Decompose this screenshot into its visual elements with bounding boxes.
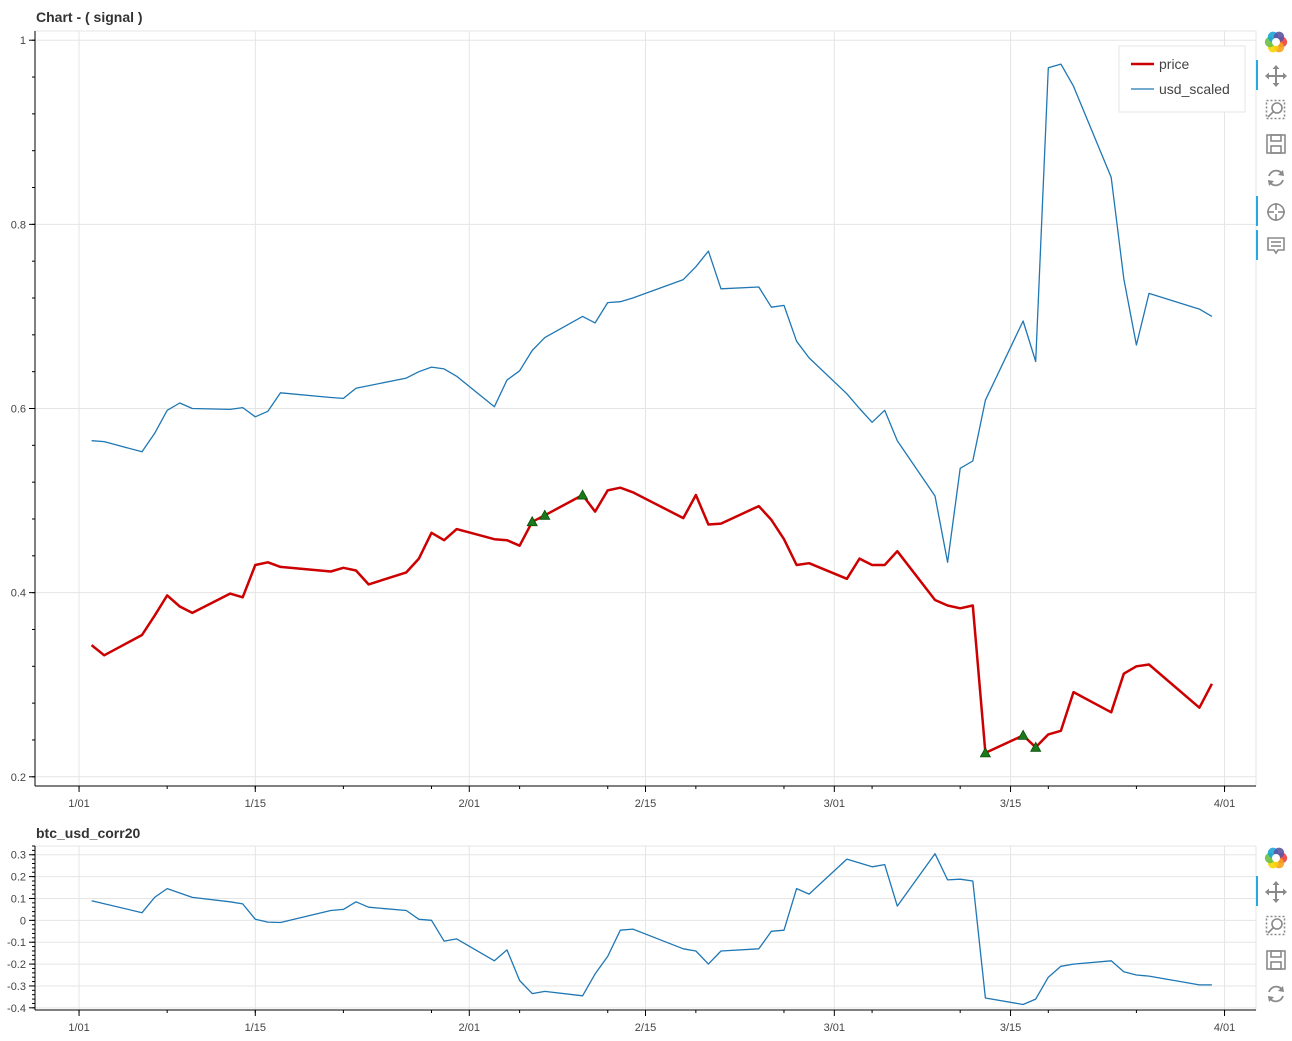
- signal-marker-triangle: [1030, 741, 1042, 752]
- main-chart-title: Chart - ( signal ): [36, 9, 143, 25]
- save-tool-button[interactable]: [1258, 944, 1292, 974]
- sub-xtick-label: 3/01: [824, 1022, 845, 1034]
- bokeh-logo-tool-button: [1258, 842, 1292, 872]
- bokeh-logo-tool-button: [1258, 26, 1292, 56]
- main-xtick-label: 1/15: [245, 798, 266, 810]
- corr-chart-title: btc_usd_corr20: [36, 825, 140, 841]
- series-line-usd-scaled: [91, 63, 1213, 563]
- main-xtick-label: 2/01: [459, 798, 480, 810]
- main-xtick-label: 3/01: [824, 798, 845, 810]
- signal-marker-triangle: [526, 515, 538, 527]
- sub-ytick-label: -0.3: [7, 981, 26, 993]
- corr-series: [91, 853, 1212, 1006]
- main-xtick-label: 3/15: [1000, 798, 1021, 810]
- pan-tool-button[interactable]: [1256, 60, 1292, 90]
- signal-marker-triangle: [979, 747, 992, 758]
- legend-box: [1118, 45, 1246, 113]
- main-ytick-label: 0.4: [11, 588, 26, 600]
- corr-grid: [35, 845, 1257, 1010]
- active-tool-indicator: [1256, 60, 1258, 90]
- sub-ytick-label: -0.4: [7, 1003, 26, 1015]
- main-ytick-label: 0.8: [11, 219, 26, 231]
- sub-ytick-label: 0.1: [11, 893, 26, 905]
- main-xtick-label: 2/15: [635, 798, 656, 810]
- reset-tool-button[interactable]: [1258, 978, 1292, 1008]
- sub-ytick-label: 0.2: [11, 872, 26, 884]
- active-tool-indicator: [1256, 196, 1258, 226]
- sub-xtick-label: 3/15: [1000, 1022, 1021, 1034]
- legend-label-price: price: [1159, 56, 1190, 72]
- corr-chart: btc_usd_corr20 1/01 1/15 2/01 2/15 3/01 3/15 4…: [7, 825, 1257, 1034]
- signal-marker-triangle: [576, 489, 589, 500]
- main-ytick-label: 0.2: [11, 772, 26, 784]
- active-tool-indicator: [1256, 876, 1258, 906]
- sub-ytick-label: 0.3: [11, 850, 26, 862]
- hover-tool-button[interactable]: [1256, 230, 1292, 260]
- save-tool-button[interactable]: [1258, 128, 1292, 158]
- signal-marker-triangle: [1017, 729, 1029, 740]
- sub-xtick-label: 4/01: [1214, 1022, 1235, 1034]
- main-ytick-label: 0.6: [11, 404, 26, 416]
- legend: price usd_scaled: [1118, 45, 1246, 113]
- sub-ytick-label: 0: [20, 915, 26, 927]
- sub-xtick-label: 2/15: [635, 1022, 656, 1034]
- main-chart: Chart - ( signal ) 1/01 1/15 2/01 2/15 3/01 3…: [11, 9, 1257, 810]
- pan-tool-button[interactable]: [1256, 876, 1292, 906]
- corr-axes: 1/01 1/15 2/01 2/15 3/01 3/15 4/01 0.3 0.2 0.1 0 -0…: [7, 845, 1256, 1034]
- sub-xtick-label: 2/01: [459, 1022, 480, 1034]
- main-xtick-label: 1/01: [68, 798, 89, 810]
- signal-marker-triangle: [539, 509, 551, 520]
- series-line-price: [90, 486, 1214, 755]
- signal-markers: [526, 489, 1042, 758]
- crosshair-tool-button[interactable]: [1256, 196, 1292, 226]
- sub-xtick-label: 1/01: [68, 1022, 89, 1034]
- box-zoom-tool-button[interactable]: [1258, 94, 1292, 124]
- main-xtick-label: 4/01: [1214, 798, 1235, 810]
- sub-ytick-label: -0.2: [7, 959, 26, 971]
- active-tool-indicator: [1256, 230, 1258, 260]
- sub-xtick-label: 1/15: [245, 1022, 266, 1034]
- series-line-btc-usd-corr20: [91, 853, 1212, 1006]
- legend-label-usd-scaled: usd_scaled: [1159, 81, 1230, 97]
- box-zoom-tool-button[interactable]: [1258, 910, 1292, 940]
- main-ytick-label: 1: [20, 35, 26, 47]
- sub-ytick-label: -0.1: [7, 937, 26, 949]
- main-axes: 1/01 1/15 2/01 2/15 3/01 3/15 4/01 0.2 0.4 0.6 0.8…: [11, 31, 1256, 810]
- reset-tool-button[interactable]: [1258, 162, 1292, 192]
